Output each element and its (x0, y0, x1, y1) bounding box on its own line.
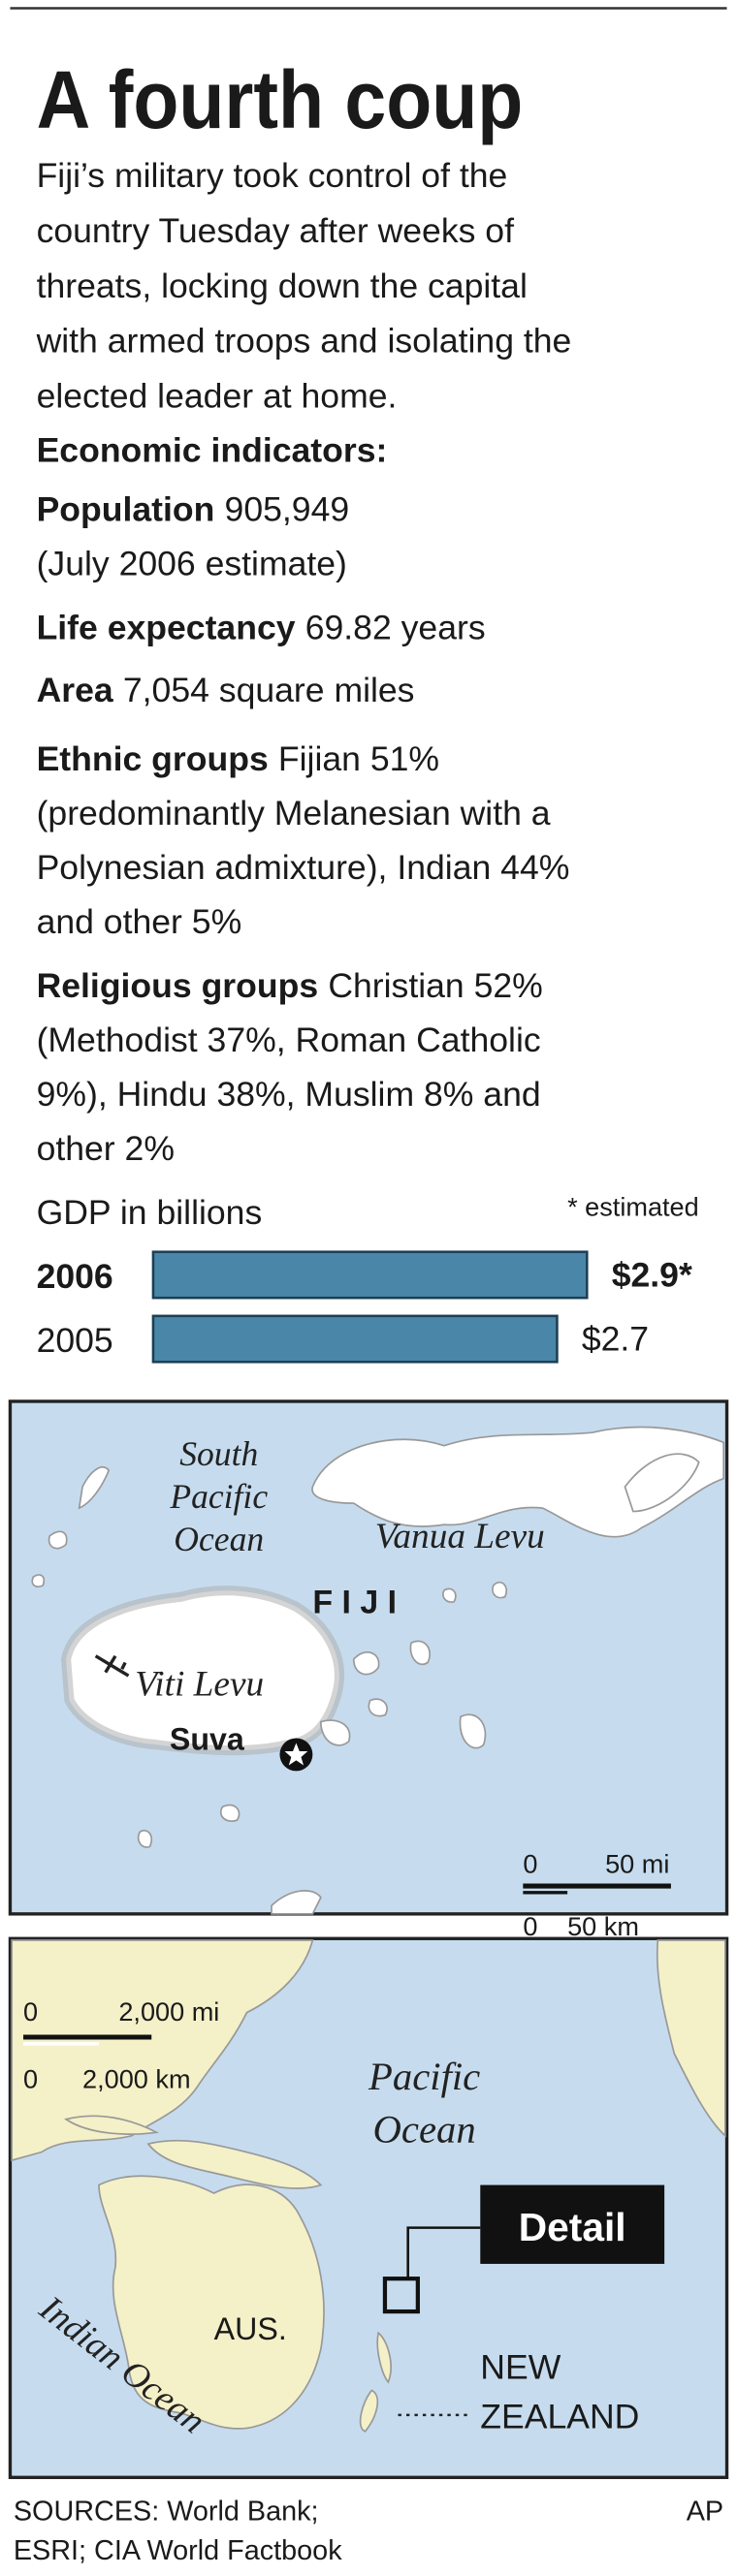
indicator: Life expectancy 69.82 years (37, 608, 486, 646)
scale-label: 50 mi (605, 1848, 669, 1878)
value-label: $2.9* (612, 1255, 692, 1294)
intro-line: threats, locking down the capital (37, 267, 528, 305)
category-label: 2005 (37, 1321, 113, 1360)
category-label: 2006 (37, 1257, 113, 1296)
island-label: Vanua Levu (375, 1517, 545, 1556)
detail-label: Detail (519, 2205, 626, 2249)
indicator-label: Ethnic groups (37, 739, 269, 778)
island-label: Viti Levu (135, 1664, 264, 1704)
indicator: Ethnic groups Fijian 51% (37, 739, 439, 778)
country-label: F I J I (312, 1585, 397, 1621)
country-label: NEW (480, 2348, 561, 2387)
indicator-value: 7,054 square miles (123, 671, 415, 709)
ocean-label: Ocean (373, 2107, 476, 2151)
title: A fourth coup (37, 53, 524, 145)
intro-line: with armed troops and isolating the (36, 322, 572, 361)
detail-label-box (480, 2184, 665, 2264)
capital-label: Suva (170, 1721, 245, 1756)
bar (151, 1314, 559, 1364)
taveuni-land (624, 1453, 700, 1513)
scale-label: 2,000 km (82, 2064, 191, 2094)
detail-box (382, 2277, 420, 2314)
australia-land (98, 2175, 325, 2430)
sources: SOURCES: World Bank; (14, 2496, 319, 2527)
indicator-line: other 2% (37, 1129, 175, 1168)
scale-label: 2,000 mi (118, 1996, 219, 2026)
intro-line: country Tuesday after weeks of (37, 211, 515, 250)
country-label: ZEALAND (480, 2397, 639, 2435)
scale-label: 50 km (567, 1911, 639, 1941)
indicator-line: (Methodist 37%, Roman Catholic (37, 1021, 541, 1059)
chart-title: GDP in billions (37, 1193, 263, 1232)
indicator-value: Fijian 51% (278, 739, 439, 778)
indicators-heading: Economic indicators: (37, 430, 388, 469)
viti-levu-land (60, 1586, 345, 1756)
indicator-label: Religious groups (37, 966, 319, 1005)
vanua-levu-land (311, 1426, 725, 1538)
islands-land (64, 2115, 323, 2189)
intro-line: Fiji’s military took control of the (37, 156, 508, 195)
country-label: AUS. (214, 2311, 287, 2346)
new-zealand-land (359, 2331, 392, 2433)
indicator-value: Christian 52% (328, 966, 542, 1005)
credit: AP (687, 2496, 723, 2527)
indicator-value: 905,949 (225, 489, 350, 528)
asia-land (11, 1939, 314, 2162)
value-label: $2.7 (582, 1319, 649, 1358)
indicator-line: (predominantly Melanesian with a (37, 794, 551, 832)
scale-label: 0 (523, 1848, 537, 1878)
small-islands (31, 1466, 508, 1915)
sources: ESRI; CIA World Factbook (14, 2535, 342, 2566)
indicator-line: 9%), Hindu 38%, Muslim 8% and (37, 1075, 541, 1114)
scale-label: 0 (23, 2064, 38, 2094)
indicator-line: and other 5% (37, 902, 242, 941)
bar (151, 1250, 589, 1300)
indicator: Religious groups Christian 52% (37, 966, 543, 1005)
americas-land (656, 1939, 726, 2138)
ocean-label: South (179, 1434, 258, 1473)
detail-leader (406, 2226, 481, 2279)
indicator-value: 69.82 years (305, 608, 486, 646)
indicator-label: Population (37, 489, 215, 528)
scale-label: 0 (523, 1911, 537, 1941)
capital-star (279, 1738, 313, 1772)
indicator: Population 905,949 (37, 489, 350, 528)
ocean-label: Pacific (169, 1477, 268, 1516)
ocean-label: Ocean (174, 1520, 264, 1558)
locator-map (8, 1936, 729, 2479)
indicator-line: (July 2006 estimate) (37, 544, 347, 582)
ocean-label: Pacific (368, 2055, 480, 2098)
indicator-label: Area (37, 671, 114, 709)
indicator-label: Life expectancy (37, 608, 296, 646)
chart-note: * estimated (567, 1191, 699, 1221)
intro-line: elected leader at home. (37, 376, 398, 415)
detail-map (8, 1399, 729, 1916)
scale-label: 0 (23, 1996, 38, 2026)
airport-icon (94, 1654, 130, 1678)
indicator-line: Polynesian admixture), Indian 44% (37, 848, 570, 887)
indicator: Area 7,054 square miles (37, 671, 415, 709)
